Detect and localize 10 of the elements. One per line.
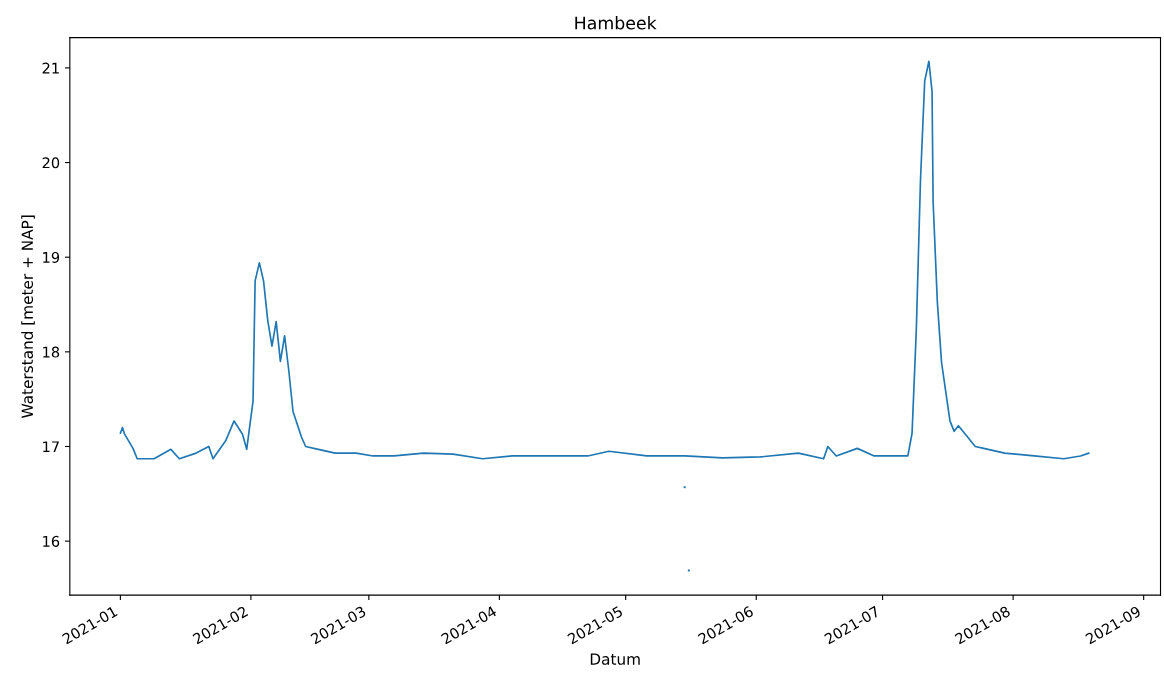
x-axis-title: Datum: [590, 653, 640, 665]
chart-title: Hambeek: [575, 16, 657, 30]
y-tick-label: 16: [43, 535, 60, 547]
y-axis-title: Waterstand [meter + NAP]: [21, 215, 35, 418]
line-series: [119, 60, 1090, 460]
y-tick-label: 21: [42, 62, 59, 74]
y-tick-label: 18: [43, 346, 60, 358]
y-tick-label: 17: [43, 441, 59, 453]
y-tick-label: 19: [43, 251, 60, 263]
y-tick-label: 20: [42, 157, 60, 169]
